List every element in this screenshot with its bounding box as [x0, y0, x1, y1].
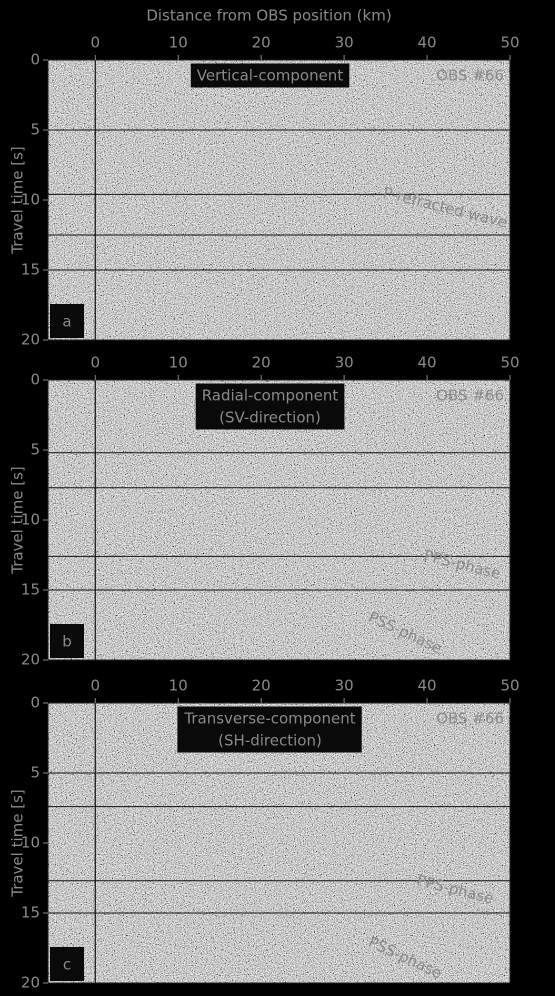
y-tick-label: 15	[21, 581, 40, 599]
x-tick-label: 30	[335, 677, 354, 695]
station-label: OBS #66	[436, 67, 504, 85]
x-tick-label: 10	[169, 354, 188, 372]
panel-letter: a	[62, 313, 71, 331]
x-tick-label: 0	[91, 677, 101, 695]
y-axis-label: Travel time [s]	[9, 789, 27, 898]
x-tick-label: 20	[252, 354, 271, 372]
x-tick-label: 50	[500, 677, 519, 695]
x-tick-label: 20	[252, 34, 271, 52]
y-tick-label: 15	[21, 261, 40, 279]
x-tick-label: 10	[169, 34, 188, 52]
x-tick-label: 0	[91, 34, 101, 52]
y-tick-label: 5	[30, 441, 40, 459]
station-label: OBS #66	[436, 710, 504, 728]
x-tick-label: 20	[252, 677, 271, 695]
panel-title: Vertical-component	[197, 67, 344, 85]
x-tick-label: 50	[500, 354, 519, 372]
title-box: Radial-component (SV-direction)	[196, 384, 345, 430]
y-tick-label: 15	[21, 904, 40, 922]
y-tick-label: 20	[21, 331, 40, 349]
y-tick-label: 5	[30, 764, 40, 782]
panel-letter: b	[62, 633, 72, 651]
figure: 0102030405005101520Distance from OBS pos…	[0, 0, 555, 996]
x-axis-label: Distance from OBS position (km)	[146, 7, 391, 25]
panel-title: (SV-direction)	[219, 409, 321, 427]
panel-title: Radial-component	[202, 387, 339, 405]
x-tick-label: 40	[418, 677, 437, 695]
station-label: OBS #66	[436, 387, 504, 405]
title-box: Transverse-component (SH-direction)	[177, 707, 361, 753]
y-axis-label: Travel time [s]	[9, 466, 27, 575]
x-tick-label: 10	[169, 677, 188, 695]
title-box: Vertical-component	[191, 64, 350, 88]
x-tick-label: 40	[418, 34, 437, 52]
x-tick-label: 30	[335, 34, 354, 52]
y-tick-label: 0	[30, 694, 40, 712]
x-tick-label: 0	[91, 354, 101, 372]
y-tick-label: 0	[30, 371, 40, 389]
y-tick-label: 20	[21, 651, 40, 669]
panel-letter: c	[63, 956, 71, 974]
y-tick-label: 0	[30, 51, 40, 69]
x-tick-label: 50	[500, 34, 519, 52]
x-tick-label: 30	[335, 354, 354, 372]
panel-title: (SH-direction)	[218, 732, 322, 750]
page: 0102030405005101520Distance from OBS pos…	[0, 0, 555, 996]
y-tick-label: 20	[21, 974, 40, 992]
x-tick-label: 40	[418, 354, 437, 372]
y-tick-label: 5	[30, 121, 40, 139]
y-axis-label: Travel time [s]	[9, 146, 27, 255]
panel-title: Transverse-component	[183, 710, 355, 728]
